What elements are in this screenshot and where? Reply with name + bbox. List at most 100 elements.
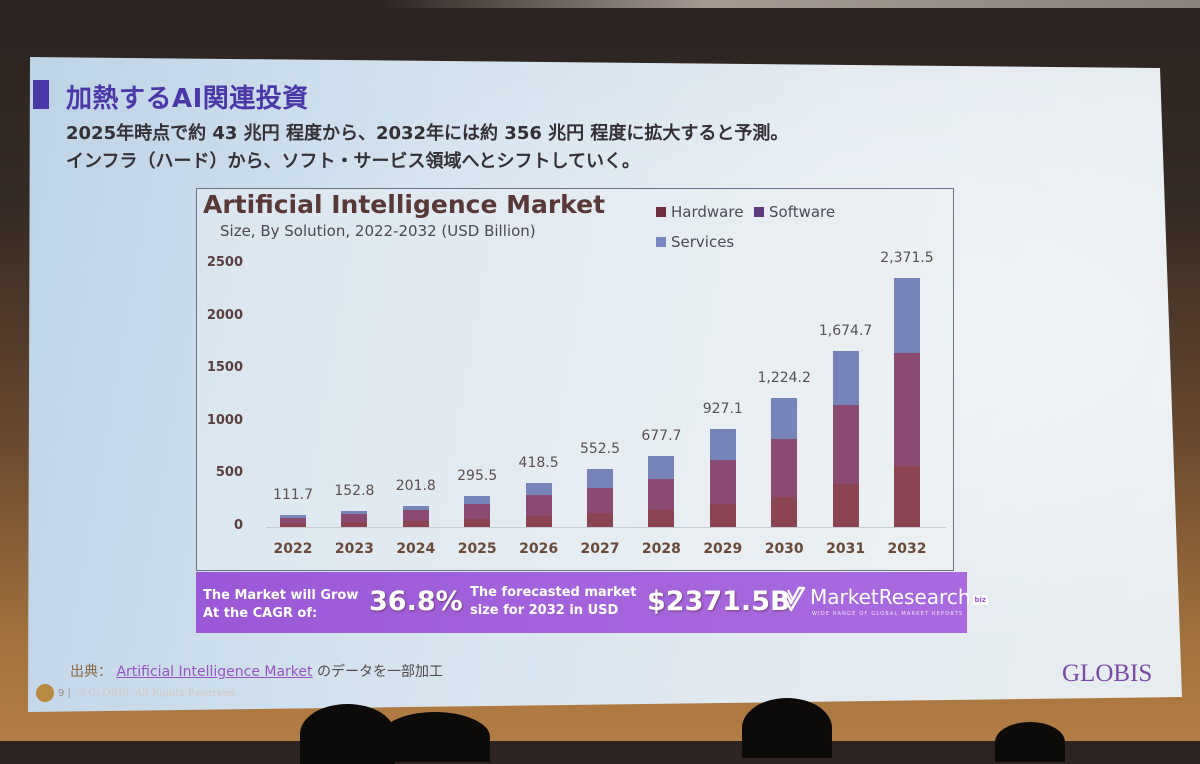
- bar-segment-services-2031: [832, 350, 859, 405]
- publisher-tagline: WIDE RANGE OF GLOBAL MARKET REPORTS: [812, 611, 964, 617]
- forecast-caption-line-2: size for 2032 in USD: [470, 603, 619, 618]
- x-tick-label: 2024: [396, 541, 436, 557]
- bar-total-label: 295.5: [457, 467, 498, 484]
- slide-subtitle-line-2: インフラ（ハード）から、ソフト・サービス領域へとシフトしていく。: [66, 151, 641, 172]
- source-label: 出典：: [70, 664, 112, 680]
- marketresearch-logo: MarketResearch biz: [810, 585, 988, 609]
- x-tick-label: 2022: [273, 541, 313, 557]
- legend-hardware: Hardware: [656, 203, 743, 221]
- bar-total-label: 201.8: [395, 477, 436, 494]
- y-tick-label: 0: [233, 518, 243, 533]
- bar-total-label: 152.8: [334, 482, 375, 499]
- audience-head: [742, 698, 832, 758]
- legend-services: Services: [656, 233, 734, 251]
- globis-emblem-icon: [36, 684, 54, 702]
- bar-segment-services-2027: [587, 468, 613, 488]
- slide-title: 加熱するAI関連投資: [66, 84, 309, 114]
- x-tick-label: 2025: [457, 541, 497, 557]
- y-tick-label: 500: [215, 465, 243, 481]
- bar-total-label: 1,224.2: [757, 370, 811, 387]
- ceiling-light: [380, 0, 1200, 8]
- forecast-caption: The forecasted market size for 2032 in U…: [470, 584, 636, 620]
- x-tick-label: 2028: [641, 541, 681, 557]
- bar-segment-services-2022: [280, 515, 306, 518]
- bar-segment-software-2028: [648, 478, 675, 511]
- bar-segment-hardware-2029: [709, 504, 736, 527]
- summary-banner: [196, 572, 967, 633]
- legend-label: Services: [671, 233, 735, 251]
- copyright: ©GLOBIS. All Rights Reserved.: [78, 688, 239, 699]
- legend-label: Software: [769, 203, 836, 221]
- bar-total-label: 418.5: [518, 454, 559, 471]
- bar-segment-hardware-2025: [464, 519, 491, 527]
- slide-subtitle-line-1: 2025年時点で約 43 兆円 程度から、2032年には約 356 兆円 程度に…: [66, 123, 789, 144]
- bar-segment-hardware-2031: [832, 484, 859, 527]
- publisher-tag: biz: [972, 595, 988, 605]
- source-link[interactable]: Artificial Intelligence Market: [116, 664, 313, 680]
- y-tick-label: 1500: [206, 360, 243, 376]
- x-tick-label: 2026: [519, 541, 559, 557]
- legend-software: Software: [754, 203, 835, 221]
- bar-segment-services-2024: [402, 505, 429, 511]
- x-tick-label: 2027: [580, 541, 620, 557]
- bar-segment-services-2025: [464, 495, 491, 505]
- presentation-slide: 加熱するAI関連投資 2025年時点で約 43 兆円 程度から、2032年には約…: [28, 57, 1182, 712]
- x-tick-label: 2031: [826, 541, 866, 557]
- bar-segment-services-2026: [525, 482, 552, 496]
- bar-segment-software-2032: [894, 353, 920, 466]
- y-tick-label: 2500: [206, 255, 243, 270]
- forecast-value: $2371.5B: [647, 586, 791, 617]
- bar-segment-hardware-2022: [280, 523, 306, 527]
- brand-logo: GLOBIS: [1062, 660, 1153, 687]
- bar-segment-hardware-2028: [648, 510, 675, 527]
- bar-segment-hardware-2023: [341, 522, 368, 527]
- bar-segment-software-2023: [341, 514, 368, 523]
- bar-total-label: 677.7: [641, 427, 682, 444]
- page-number: 9 |: [58, 688, 71, 699]
- bar-segment-software-2031: [832, 404, 859, 485]
- bar-segment-hardware-2024: [402, 521, 429, 527]
- title-marker: [33, 80, 49, 109]
- bar-segment-software-2025: [464, 504, 491, 520]
- bar-segment-services-2028: [648, 455, 675, 479]
- bar-total-label: 552.5: [579, 440, 621, 457]
- bar-segment-hardware-2030: [771, 496, 798, 527]
- chart-frame: [196, 188, 954, 571]
- cagr-caption-line-1: The Market will Grow: [203, 588, 359, 603]
- x-axis-baseline: [266, 527, 946, 528]
- legend-swatch-services: [656, 237, 666, 247]
- chart-title: Artificial Intelligence Market: [203, 190, 606, 219]
- bar-segment-software-2024: [402, 510, 429, 522]
- publisher-name: MarketResearch: [810, 585, 971, 609]
- bar-segment-software-2026: [525, 495, 552, 517]
- audience-head: [380, 712, 490, 762]
- x-tick-label: 2032: [887, 541, 927, 557]
- source-suffix: のデータを一部加工: [316, 664, 443, 680]
- chart-subtitle: Size, By Solution, 2022-2032 (USD Billio…: [220, 222, 536, 240]
- check-icon: [780, 586, 806, 618]
- bar-segment-hardware-2026: [525, 516, 552, 527]
- bar-segment-services-2029: [709, 429, 736, 461]
- cagr-caption: The Market will Grow At the CAGR of:: [203, 587, 358, 623]
- bar-segment-software-2030: [771, 438, 798, 497]
- x-tick-label: 2030: [764, 541, 804, 557]
- bar-segment-services-2030: [771, 398, 798, 439]
- bar-segment-services-2023: [341, 510, 368, 515]
- bar-total-label: 927.1: [702, 401, 743, 418]
- bar-segment-software-2029: [709, 460, 736, 505]
- y-tick-label: 1000: [206, 412, 243, 428]
- cagr-caption-line-2: At the CAGR of:: [203, 606, 318, 621]
- bar-segment-services-2032: [894, 277, 920, 354]
- bar-total-label: 111.7: [272, 487, 314, 504]
- audience-head: [995, 722, 1065, 762]
- x-tick-label: 2023: [334, 541, 374, 557]
- bar-segment-hardware-2027: [587, 512, 613, 527]
- legend-swatch-hardware: [656, 207, 666, 217]
- y-tick-label: 2000: [206, 307, 243, 323]
- legend-swatch-software: [754, 207, 764, 217]
- x-tick-label: 2029: [703, 541, 743, 557]
- legend-label: Hardware: [671, 203, 744, 221]
- forecast-caption-line-1: The forecasted market: [470, 585, 637, 600]
- bar-total-label: 2,371.5: [880, 249, 934, 266]
- bar-total-label: 1,674.7: [818, 322, 873, 339]
